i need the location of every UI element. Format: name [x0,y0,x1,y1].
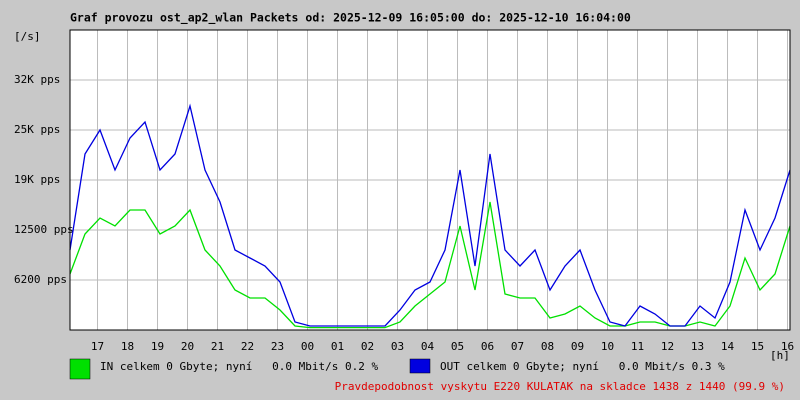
footer-note: Pravdepodobnost vyskytu E220 KULATAK na … [335,380,785,393]
x-tick-label: 12 [661,340,674,353]
x-tick-label: 04 [421,340,435,353]
x-tick-label: 00 [301,340,314,353]
y-tick-label: 25K pps [14,123,60,136]
x-tick-label: 22 [241,340,254,353]
x-tick-label: 02 [361,340,374,353]
x-tick-label: 03 [391,340,404,353]
x-unit: [h] [770,349,790,362]
x-tick-label: 14 [721,340,735,353]
x-tick-label: 01 [331,340,344,353]
legend-label: OUT celkem 0 Gbyte; nyní 0.0 Mbit/s 0.3 … [440,360,725,373]
y-tick-label: 19K pps [14,173,60,186]
x-tick-label: 20 [181,340,194,353]
legend-swatch [69,358,91,380]
x-tick-label: 15 [751,340,764,353]
x-tick-label: 19 [151,340,164,353]
y-tick-label: 12500 pps [14,223,74,236]
x-tick-label: 21 [211,340,224,353]
x-tick-label: 06 [481,340,494,353]
legend-label: IN celkem 0 Gbyte; nyní 0.0 Mbit/s 0.2 % [100,360,379,373]
legend-swatch [409,358,431,374]
y-unit: [/s] [14,30,41,43]
x-tick-label: 13 [691,340,704,353]
x-tick-label: 23 [271,340,284,353]
x-tick-label: 10 [601,340,614,353]
chart-title: Graf provozu ost_ap2_wlan Packets od: 20… [70,11,631,26]
x-tick-label: 08 [541,340,554,353]
y-tick-label: 32K pps [14,73,60,86]
x-tick-label: 17 [91,340,104,353]
x-tick-label: 11 [631,340,644,353]
x-tick-label: 09 [571,340,584,353]
x-tick-label: 07 [511,340,524,353]
x-tick-label: 16 [781,340,794,353]
x-tick-label: 05 [451,340,464,353]
y-tick-label: 6200 pps [14,273,67,286]
plot-border [69,29,791,331]
x-tick-label: 18 [121,340,134,353]
series-line [69,103,791,327]
